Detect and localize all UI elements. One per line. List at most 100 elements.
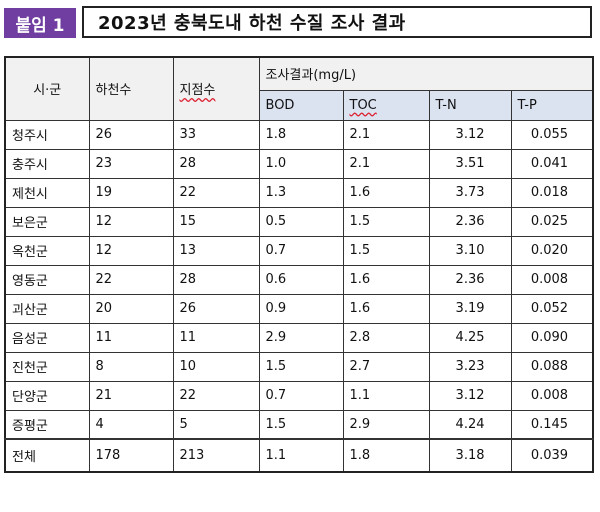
table-row: 청주시 26 33 1.8 2.1 3.12 0.055 [4,119,594,150]
cell-tn: 4.24 [428,409,512,440]
table-row: 충주시 23 28 1.0 2.1 3.51 0.041 [4,148,594,179]
cell-region: 보은군 [4,206,90,237]
cell-sites: 28 [172,264,260,295]
table-row: 보은군 12 15 0.5 1.5 2.36 0.025 [4,206,594,237]
cell-region: 영동군 [4,264,90,295]
cell-tn: 3.12 [428,380,512,411]
header-sites-label: 지점수 [179,83,216,99]
cell-region: 음성군 [4,322,90,353]
cell-rivers: 22 [88,264,174,295]
cell-tp: 0.090 [510,322,594,353]
cell-tp: 0.020 [510,235,594,266]
cell-tn: 3.18 [428,438,512,473]
cell-region: 단양군 [4,380,90,411]
cell-tp: 0.018 [510,177,594,208]
attachment-badge: 붙임 1 [4,8,76,38]
table-body: 청주시 26 33 1.8 2.1 3.12 0.055 충주시 23 28 1.0 2.1 3.51 0… [4,119,594,473]
cell-rivers: 8 [88,351,174,382]
cell-region: 제천시 [4,177,90,208]
cell-rivers: 12 [88,235,174,266]
header-rivers: 하천수 [88,56,174,121]
cell-bod: 0.6 [258,264,344,295]
cell-rivers: 11 [88,322,174,353]
cell-toc: 2.1 [342,148,430,179]
cell-rivers: 178 [88,438,174,473]
cell-tn: 3.73 [428,177,512,208]
cell-tp: 0.088 [510,351,594,382]
table-row-total: 전체 178 213 1.1 1.8 3.18 0.039 [4,438,594,473]
cell-rivers: 4 [88,409,174,440]
cell-tp: 0.008 [510,264,594,295]
cell-bod: 1.1 [258,438,344,473]
cell-bod: 1.8 [258,119,344,150]
cell-sites: 33 [172,119,260,150]
cell-toc: 2.1 [342,119,430,150]
cell-sites: 13 [172,235,260,266]
cell-rivers: 20 [88,293,174,324]
cell-tn: 2.36 [428,264,512,295]
cell-toc: 1.6 [342,177,430,208]
cell-sites: 10 [172,351,260,382]
page-header: 붙임 1 2023년 충북도내 하천 수질 조사 결과 [4,6,594,40]
cell-bod: 1.5 [258,409,344,440]
cell-rivers: 21 [88,380,174,411]
cell-tn: 3.10 [428,235,512,266]
cell-tp: 0.008 [510,380,594,411]
cell-toc: 1.1 [342,380,430,411]
cell-region: 전체 [4,438,90,473]
header-toc: TOC [342,89,430,121]
header-results-group: 조사결과(mg/L) [258,56,594,91]
cell-toc: 1.5 [342,235,430,266]
table-row: 증평군 4 5 1.5 2.9 4.24 0.145 [4,409,594,440]
table-row: 영동군 22 28 0.6 1.6 2.36 0.008 [4,264,594,295]
cell-sites: 26 [172,293,260,324]
cell-rivers: 12 [88,206,174,237]
cell-bod: 1.0 [258,148,344,179]
cell-toc: 2.8 [342,322,430,353]
cell-rivers: 26 [88,119,174,150]
cell-region: 청주시 [4,119,90,150]
header-bod: BOD [258,89,344,121]
cell-toc: 1.6 [342,264,430,295]
cell-tn: 3.12 [428,119,512,150]
cell-toc: 1.8 [342,438,430,473]
cell-region: 괴산군 [4,293,90,324]
cell-rivers: 23 [88,148,174,179]
cell-tp: 0.052 [510,293,594,324]
cell-tp: 0.025 [510,206,594,237]
cell-tp: 0.145 [510,409,594,440]
cell-tn: 3.19 [428,293,512,324]
cell-tp: 0.039 [510,438,594,473]
header-tn: T-N [428,89,512,121]
table-row: 괴산군 20 26 0.9 1.6 3.19 0.052 [4,293,594,324]
header-sites: 지점수 [172,56,260,121]
cell-sites: 213 [172,438,260,473]
cell-region: 증평군 [4,409,90,440]
cell-sites: 22 [172,380,260,411]
cell-sites: 28 [172,148,260,179]
cell-bod: 0.7 [258,235,344,266]
table-row: 옥천군 12 13 0.7 1.5 3.10 0.020 [4,235,594,266]
cell-bod: 0.7 [258,380,344,411]
cell-tn: 3.23 [428,351,512,382]
cell-bod: 0.5 [258,206,344,237]
cell-region: 진천군 [4,351,90,382]
cell-bod: 1.5 [258,351,344,382]
cell-toc: 1.6 [342,293,430,324]
cell-bod: 1.3 [258,177,344,208]
cell-bod: 2.9 [258,322,344,353]
cell-region: 충주시 [4,148,90,179]
table-row: 진천군 8 10 1.5 2.7 3.23 0.088 [4,351,594,382]
cell-rivers: 19 [88,177,174,208]
cell-tn: 2.36 [428,206,512,237]
cell-sites: 5 [172,409,260,440]
cell-sites: 11 [172,322,260,353]
page-title: 2023년 충북도내 하천 수질 조사 결과 [82,6,592,38]
cell-toc: 1.5 [342,206,430,237]
water-quality-table-wrap: 시·군 하천수 지점수 조사결과(mg/L) BOD TOC T-N T-P 청… [4,56,595,473]
cell-bod: 0.9 [258,293,344,324]
header-region: 시·군 [4,56,90,121]
cell-tp: 0.055 [510,119,594,150]
cell-toc: 2.7 [342,351,430,382]
cell-region: 옥천군 [4,235,90,266]
